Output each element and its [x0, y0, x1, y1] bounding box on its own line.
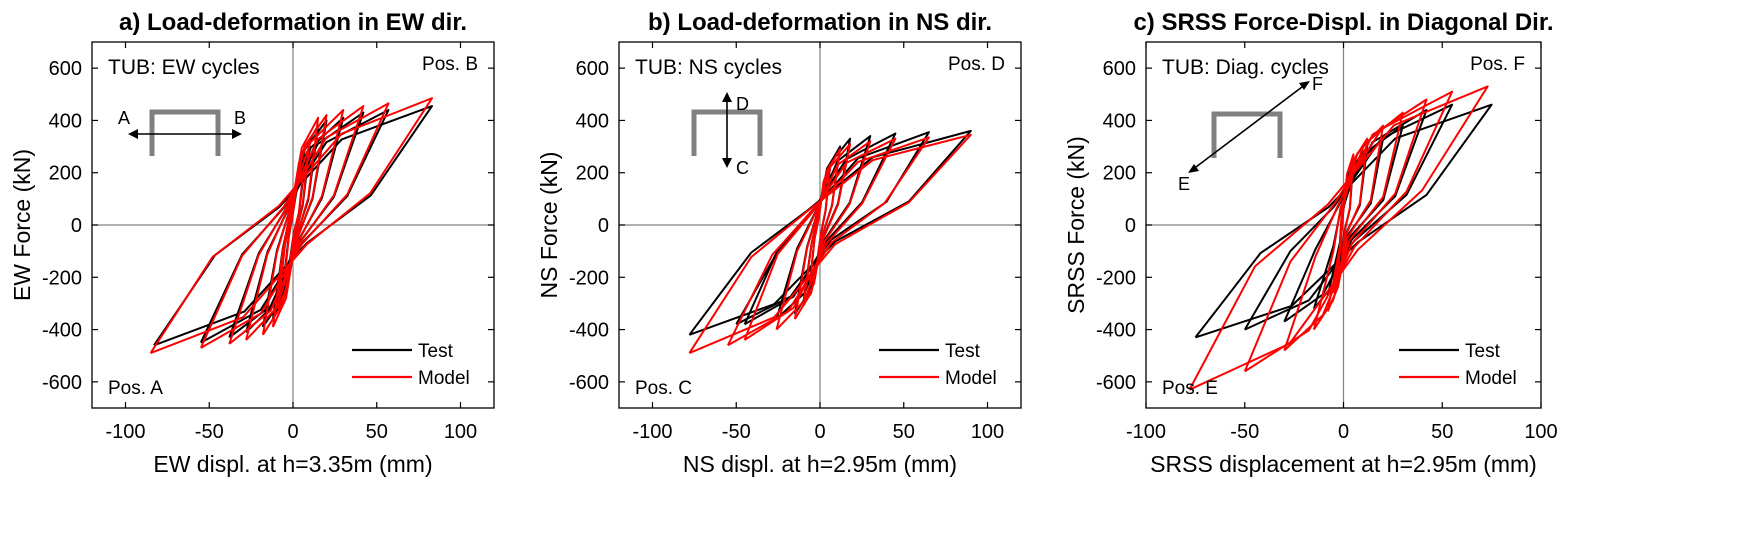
hysteresis-loop [688, 129, 972, 336]
hysteresis-loop [1326, 124, 1384, 312]
x-tick-label: -50 [1230, 421, 1259, 443]
legend-label-test: Test [1465, 341, 1501, 362]
y-tick-label: 600 [1103, 58, 1136, 80]
chart-title: c) SRSS Force-Displ. in Diagonal Dir. [1133, 9, 1553, 36]
arrow-label: A [118, 108, 130, 128]
y-tick-label: -600 [1096, 372, 1136, 394]
cycles-annotation: TUB: NS cycles [635, 56, 782, 79]
arrow-head [722, 92, 732, 102]
arrow-head [722, 158, 732, 168]
chart-panel-1: a) Load-deformation in EW dir. -100 -50 0 50… [9, 9, 495, 477]
x-axis-label: SRSS displacement at h=2.95m (mm) [1150, 451, 1537, 477]
y-tick-label: -600 [569, 372, 609, 394]
arrow-head [128, 129, 138, 139]
y-axis-label: NS Force (kN) [536, 152, 562, 299]
hysteresis-loop [1188, 85, 1489, 391]
x-tick-label: 100 [971, 421, 1004, 443]
position-label-bottom-left: Pos. E [1162, 378, 1218, 399]
cycles-annotation: TUB: EW cycles [108, 56, 260, 79]
arrow-head [1299, 81, 1310, 90]
arrow-label: F [1312, 74, 1323, 94]
x-tick-label: -50 [195, 421, 224, 443]
hysteresis-loop [1283, 98, 1428, 352]
position-label-top-right: Pos. F [1470, 54, 1525, 75]
chart-title: a) Load-deformation in EW dir. [119, 9, 467, 36]
arrow-label: E [1178, 174, 1190, 194]
y-axis-label: SRSS Force (kN) [1063, 136, 1089, 314]
x-tick-label: 0 [287, 421, 298, 443]
x-axis-label: NS displ. at h=2.95m (mm) [683, 451, 957, 477]
y-tick-label: 400 [576, 110, 609, 132]
legend-label-test: Test [945, 341, 981, 362]
arrow-head [1188, 164, 1199, 173]
y-tick-label: -400 [569, 320, 609, 342]
x-tick-label: 100 [1524, 421, 1557, 443]
y-tick-label: 400 [49, 110, 82, 132]
chart-title: b) Load-deformation in NS dir. [648, 9, 992, 36]
legend: Test Model [879, 341, 997, 389]
position-label-top-right: Pos. B [422, 54, 478, 75]
x-tick-label: -100 [105, 421, 145, 443]
legend-label-model: Model [945, 368, 997, 389]
y-tick-label: 200 [1103, 163, 1136, 185]
arrow-label: D [736, 94, 749, 114]
y-tick-label: -600 [42, 372, 82, 394]
direction-icon: FE [1178, 74, 1323, 194]
y-tick-label: 600 [49, 58, 82, 80]
section-shape [1211, 111, 1283, 158]
hysteresis-loop [1312, 111, 1404, 331]
legend-label-test: Test [418, 341, 454, 362]
hysteresis-loop [743, 137, 897, 341]
x-tick-label: 50 [893, 421, 915, 443]
double-arrow [1191, 83, 1307, 171]
series-model [688, 133, 972, 355]
y-tick-label: 600 [576, 58, 609, 80]
legend: Test Model [1399, 341, 1517, 389]
y-tick-label: -400 [1096, 320, 1136, 342]
x-tick-label: 0 [814, 421, 825, 443]
chart-panel-2: b) Load-deformation in NS dir. -100 -50 0 50… [536, 9, 1022, 477]
arrow-label: C [736, 158, 749, 178]
x-tick-label: -50 [722, 421, 751, 443]
legend-label-model: Model [418, 368, 470, 389]
y-tick-label: -200 [1096, 267, 1136, 289]
series-model [1188, 85, 1489, 391]
position-label-bottom-left: Pos. C [635, 378, 692, 399]
y-tick-label: -200 [42, 267, 82, 289]
legend-label-model: Model [1465, 368, 1517, 389]
y-tick-label: 0 [1125, 215, 1136, 237]
x-tick-label: 100 [444, 421, 477, 443]
legend: Test Model [352, 341, 470, 389]
y-tick-label: 0 [71, 215, 82, 237]
y-tick-label: -200 [569, 267, 609, 289]
x-axis-label: EW displ. at h=3.35m (mm) [153, 451, 432, 477]
x-tick-label: 50 [366, 421, 388, 443]
y-tick-label: 0 [598, 215, 609, 237]
y-tick-label: 200 [49, 163, 82, 185]
y-tick-label: 200 [576, 163, 609, 185]
x-tick-label: 0 [1338, 421, 1349, 443]
position-label-bottom-left: Pos. A [108, 378, 163, 399]
cycles-annotation: TUB: Diag. cycles [1162, 56, 1329, 79]
hysteresis-loop [688, 133, 972, 355]
series-model [149, 97, 433, 355]
direction-icon: DC [691, 92, 763, 178]
x-tick-label: 50 [1431, 421, 1453, 443]
y-tick-label: -400 [42, 320, 82, 342]
y-tick-label: 400 [1103, 110, 1136, 132]
position-label-top-right: Pos. D [948, 54, 1005, 75]
y-axis-label: EW Force (kN) [9, 149, 35, 301]
x-tick-label: -100 [632, 421, 672, 443]
arrow-label: B [234, 108, 246, 128]
arrow-head [232, 129, 242, 139]
x-tick-label: -100 [1126, 421, 1166, 443]
hysteresis-loop [149, 97, 433, 355]
chart-panel-3: c) SRSS Force-Displ. in Diagonal Dir. -10… [1063, 9, 1558, 477]
